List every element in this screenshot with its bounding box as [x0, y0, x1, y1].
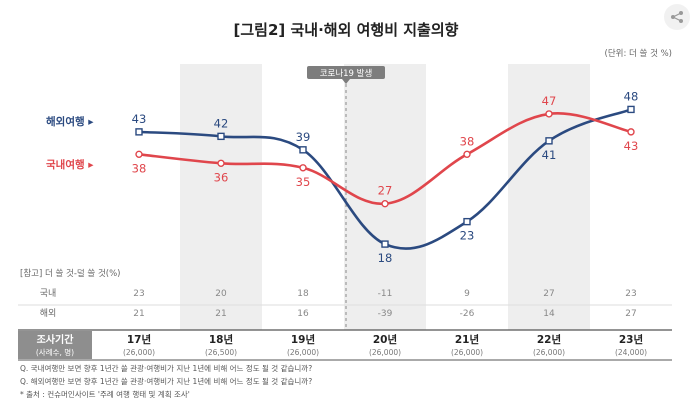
reference-cell-1-2: 16: [297, 309, 309, 319]
covid-label-box: [307, 66, 385, 79]
x-tick-label-1: 18년: [209, 333, 233, 346]
footnote-3: * 출처 : 컨슈머인사이트 '주례 여행 행태 및 계획 조사': [20, 389, 190, 399]
highlight-band-18년: [180, 64, 262, 330]
data-point-0-1: [217, 132, 225, 141]
x-tick-label-2: 19년: [291, 333, 315, 346]
reference-cell-0-1: 20: [215, 289, 227, 299]
x-tick-sample-5: (26,000): [533, 348, 565, 357]
x-tick-label-5: 22년: [537, 333, 561, 346]
data-label-0-5: 41: [542, 148, 557, 162]
data-label-1-4: 38: [460, 134, 475, 148]
legend-domestic: 국내여행 ▸: [46, 158, 94, 171]
x-tick-label-4: 21년: [455, 333, 479, 346]
data-point-0-0: [135, 128, 143, 136]
data-label-1-6: 43: [624, 139, 639, 153]
reference-cell-0-5: 27: [543, 289, 554, 299]
footnotes: Q. 국내여행만 보면 향후 1년간 쓸 관광·여행비가 지난 1년에 비해 어…: [20, 363, 312, 399]
data-point-0-3: [381, 240, 389, 248]
x-tick-sample-1: (26,500): [205, 348, 237, 357]
footnote-2: Q. 해외여행만 보면 향후 1년간 쓸 관광·여행비가 지난 1년에 비해 어…: [20, 376, 312, 386]
data-point-0-5: [545, 137, 553, 145]
reference-cell-0-3: -11: [378, 289, 393, 299]
data-label-0-4: 23: [460, 229, 475, 243]
covid-label: 코로나19 발생: [320, 68, 373, 79]
reference-cell-0-6: 23: [625, 289, 636, 299]
covid-annotation: 코로나19 발생: [307, 66, 385, 330]
data-label-0-3: 18: [378, 251, 393, 265]
period-header-sub: (사례수, 명): [36, 347, 74, 357]
x-tick-sample-3: (26,000): [369, 348, 401, 357]
reference-cell-1-0: 21: [133, 309, 144, 319]
reference-cell-1-6: 27: [625, 309, 636, 319]
reference-cell-0-2: 18: [297, 289, 309, 299]
reference-cell-1-3: -39: [378, 309, 393, 319]
reference-table: 국내 23 20 18 -11 9 27 23 해외 21 21 16 -39 -26 14 27: [18, 288, 672, 319]
x-tick-label-3: 20년: [373, 333, 397, 346]
data-point-1-6: [627, 128, 635, 136]
data-point-0-6: [627, 105, 635, 114]
unit-label: (단위: 더 쓸 것 %): [605, 48, 672, 59]
reference-title: [참고] 더 쓸 것-덜 쓸 것(%): [20, 268, 120, 279]
footnote-1: Q. 국내여행만 보면 향후 1년간 쓸 관광·여행비가 지난 1년에 비해 어…: [20, 363, 312, 373]
reference-cell-1-1: 21: [215, 309, 226, 319]
data-label-0-0: 43: [132, 112, 147, 126]
highlight-band-22년: [508, 64, 590, 330]
reference-cell-0-4: 9: [464, 289, 470, 299]
data-label-1-0: 38: [132, 161, 147, 175]
share-icon: [671, 11, 683, 23]
x-tick-label-0: 17년: [127, 333, 151, 346]
reference-cell-1-4: -26: [460, 309, 475, 319]
data-label-0-6: 48: [624, 89, 639, 103]
series-layer: 43 42 39 18 23 41 48 38 36 35 27 38 47 43: [132, 89, 639, 265]
data-point-1-1: [217, 159, 225, 167]
period-header-cell: [18, 331, 92, 359]
data-label-1-3: 27: [378, 184, 393, 198]
covid-marker-arrow: [342, 79, 350, 84]
period-header-label: 조사기간: [37, 333, 75, 346]
data-label-1-5: 47: [542, 94, 557, 108]
share-button[interactable]: [664, 4, 690, 30]
x-tick-sample-0: (26,000): [123, 348, 155, 357]
data-point-1-2: [299, 164, 307, 172]
reference-row-label-0: 국내: [40, 288, 57, 299]
data-label-1-1: 36: [214, 170, 229, 184]
highlight-bands: [180, 64, 590, 330]
legend-overseas: 해외여행 ▸: [46, 115, 94, 128]
x-tick-sample-4: (26,000): [451, 348, 483, 357]
x-tick-label-6: 23년: [619, 333, 643, 346]
legend: 해외여행 ▸ 국내여행 ▸: [46, 115, 94, 171]
chart-title: [그림2] 국내·해외 여행비 지출의향: [234, 21, 459, 39]
data-label-1-2: 35: [296, 175, 311, 189]
data-point-1-3: [381, 199, 389, 208]
data-label-0-1: 42: [214, 116, 229, 130]
x-tick-sample-2: (26,000): [287, 348, 319, 357]
data-point-1-0: [135, 150, 143, 159]
x-tick-sample-6: (24,000): [615, 348, 647, 357]
data-point-1-5: [545, 110, 553, 118]
data-label-0-2: 39: [296, 130, 311, 144]
data-point-1-4: [463, 150, 471, 159]
reference-cell-0-0: 23: [133, 289, 144, 299]
reference-cell-1-5: 14: [543, 309, 555, 319]
data-point-0-2: [299, 146, 307, 154]
data-point-0-4: [463, 217, 471, 226]
x-axis: 조사기간(사례수, 명) 17년 (26,000) 18년 (26,500) 19년 (26…: [18, 329, 672, 361]
reference-row-label-1: 해외: [40, 307, 57, 319]
